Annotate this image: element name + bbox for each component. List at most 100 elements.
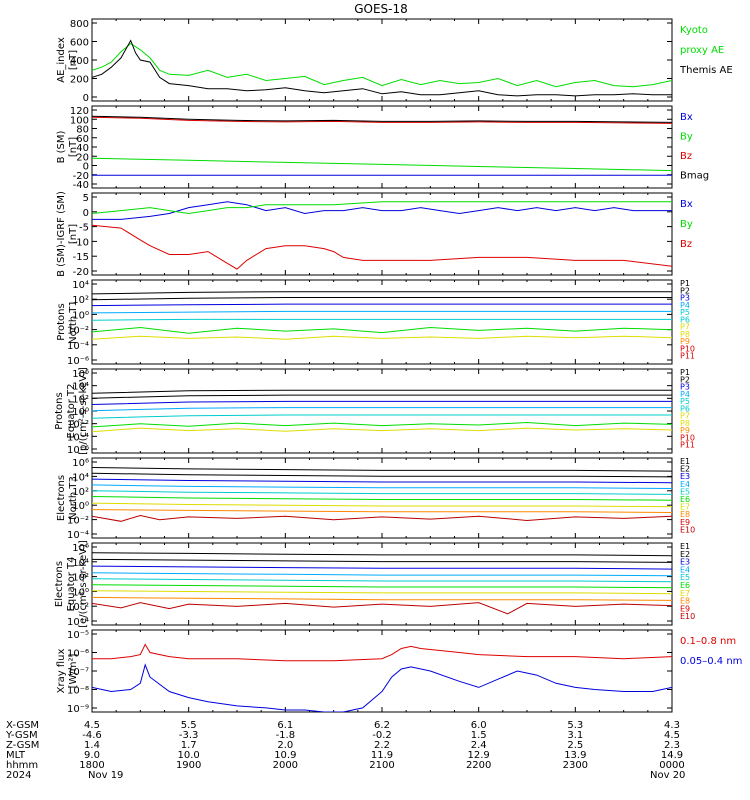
x-row-value: 1800 xyxy=(79,760,104,771)
legend-entry: P3 xyxy=(680,294,690,303)
y-tick-label: 800 xyxy=(70,19,89,30)
panel-igrf: 5 0 -5 -10 -15 -20 B (SM)-IGRF (SM) [nT] Bx By Bz xyxy=(56,191,693,278)
legend-entry: P7 xyxy=(680,412,690,421)
legend-entry: E9 xyxy=(680,604,690,613)
x-row-value: 5.5 xyxy=(181,720,197,731)
y-tick-label: -20 xyxy=(73,171,89,182)
legend-entry: E5 xyxy=(680,487,690,496)
legend-entry: P11 xyxy=(680,441,695,450)
series-line-p6 xyxy=(92,421,672,428)
panel-frame xyxy=(91,368,673,454)
series-line-e3 xyxy=(92,478,672,484)
legend-entry: P8 xyxy=(680,330,690,339)
series-line-p1 xyxy=(92,389,672,394)
series-line-p3 xyxy=(92,400,672,405)
legend-entry: E10 xyxy=(680,525,695,534)
x-row-label: MLT xyxy=(6,750,26,761)
y-tick-label: 10⁻² xyxy=(67,326,89,337)
legend-entry: proxy AE xyxy=(680,45,724,56)
legend-entry: P2 xyxy=(680,286,690,295)
series-line-by xyxy=(92,157,672,172)
y-tick-label: 80 xyxy=(76,125,89,136)
legend-entry: Bz xyxy=(680,151,692,162)
series-line-e9 xyxy=(92,602,672,615)
series-line-themis-ae xyxy=(92,39,672,97)
y-tick-label: 0 xyxy=(83,93,89,104)
legend-entry: E6 xyxy=(680,495,690,504)
series-line-e9 xyxy=(92,514,672,522)
legend-entry: By xyxy=(680,219,693,230)
x-row-value: 2000 xyxy=(273,760,298,771)
legend-entry: P9 xyxy=(680,337,690,346)
series-line-e3 xyxy=(92,565,672,570)
legend-entry: E3 xyxy=(680,472,690,481)
legend-entry: P10 xyxy=(680,344,695,353)
y-tick-label: 10⁰ xyxy=(72,501,89,512)
y-tick-label: 10⁻⁸ xyxy=(67,686,89,697)
y-tick-label: -10 xyxy=(73,237,89,248)
y-tick-label: -5 xyxy=(79,223,89,234)
legend-entry: E9 xyxy=(680,518,690,527)
x-row-value: 4.5 xyxy=(84,720,100,731)
series-line-p4 xyxy=(92,407,672,412)
series-line-p5 xyxy=(92,414,672,419)
panel-protons_t1: 10⁴ 10² 10⁰ 10⁻² 10⁻⁴ 10⁻⁶ Protons North T1 P1P2… xyxy=(56,279,695,367)
x-row-label: X-GSM xyxy=(6,720,39,731)
x-row-value: 2200 xyxy=(466,760,491,771)
y-axis-label: [nT] xyxy=(68,137,79,157)
y-tick-label: 10⁻² xyxy=(67,420,89,431)
y-tick-label: 10² xyxy=(72,295,89,306)
x-row-label: Y-GSM xyxy=(5,730,38,741)
x-row-value: 14.9 xyxy=(661,750,683,761)
y-tick-label: 10⁻² xyxy=(67,516,89,527)
y-tick-label: 600 xyxy=(70,38,89,49)
y-axis-label: [nT] xyxy=(68,50,79,70)
x-date-start: Nov 19 xyxy=(88,770,123,781)
y-axis-label: B (SM) xyxy=(56,130,67,163)
series-line-e1 xyxy=(92,552,672,557)
x-row-value: 3.1 xyxy=(567,730,583,741)
x-row-value: 2300 xyxy=(563,760,588,771)
y-tick-label: 10⁰ xyxy=(72,310,89,321)
legend-entry: P6 xyxy=(680,404,690,413)
y-tick-label: 20 xyxy=(76,152,89,163)
y-tick-label: 10⁻⁶ xyxy=(67,649,89,660)
x-row-value: -3.3 xyxy=(179,730,199,741)
x-row-value: 2.4 xyxy=(471,740,487,751)
series-line-e5 xyxy=(92,578,672,583)
legend-entry: P1 xyxy=(680,368,690,377)
legend-entry: Bmag xyxy=(680,171,709,182)
panel-ae: 800 600 400 200 0 AE_index [nT] Kyoto proxy AE Th… xyxy=(56,18,733,104)
legend-entry: Bx xyxy=(680,199,693,210)
y-tick-label: 40 xyxy=(76,143,89,154)
series-line-p2 xyxy=(92,297,672,301)
y-tick-label: 10⁻⁴ xyxy=(67,617,89,628)
y-tick-label: 10⁴ xyxy=(72,280,89,291)
y-tick-label: 0 xyxy=(83,208,89,219)
x-row-value: 4.5 xyxy=(664,730,680,741)
legend-entry: By xyxy=(680,132,693,143)
y-tick-label: 10⁶ xyxy=(72,543,89,554)
y-tick-label: 10⁻⁴ xyxy=(67,530,89,541)
legend-entry: P11 xyxy=(680,352,695,361)
y-tick-label: 100 xyxy=(70,115,89,126)
x-row-value: 2.3 xyxy=(664,740,680,751)
series-line-e8 xyxy=(92,509,672,513)
y-tick-label: 10⁻⁹ xyxy=(67,704,89,715)
y-tick-label: 10⁰ xyxy=(72,587,89,598)
series-line-e6 xyxy=(92,496,672,501)
y-tick-label: 10⁻⁴ xyxy=(67,432,89,443)
y-tick-label: 10⁻⁴ xyxy=(67,341,89,352)
y-axis-label: Protons xyxy=(56,303,67,340)
y-axis-label: [p/(cm²-s-sr-keV)] xyxy=(78,367,89,455)
panel-frame xyxy=(91,629,673,713)
x-row-value: 0000 xyxy=(659,760,684,771)
series-line-p6 xyxy=(92,326,672,334)
legend-entry: E5 xyxy=(680,573,690,582)
series-line-e4 xyxy=(92,484,672,489)
x-row-value: 6.2 xyxy=(374,720,390,731)
x-row-value: 2.5 xyxy=(567,740,583,751)
y-tick-label: -40 xyxy=(73,180,89,191)
y-tick-label: 10⁻⁶ xyxy=(67,356,89,367)
